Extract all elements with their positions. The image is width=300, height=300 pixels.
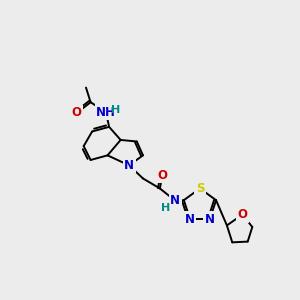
Text: N: N — [205, 213, 215, 226]
Text: NH: NH — [96, 106, 116, 119]
Text: N: N — [124, 159, 134, 172]
Text: N: N — [170, 194, 180, 207]
Text: H: H — [161, 203, 171, 214]
Text: O: O — [237, 208, 247, 221]
Text: H: H — [111, 105, 121, 115]
Text: N: N — [185, 213, 195, 226]
Text: O: O — [157, 169, 167, 182]
Text: S: S — [196, 182, 204, 195]
Text: O: O — [72, 106, 82, 119]
